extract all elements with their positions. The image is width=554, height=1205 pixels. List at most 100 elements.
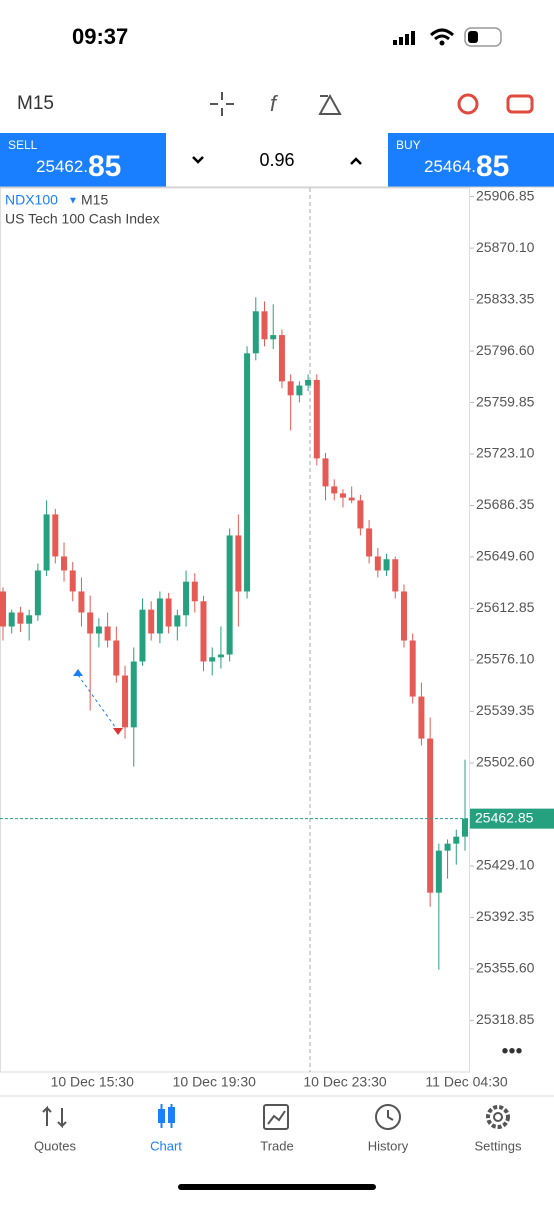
plot: 25906.85 25870.10 25833.35 25796.60 25759.85… (0, 187, 554, 1090)
candle-body (130, 661, 137, 728)
timeframe-button[interactable]: M15 (17, 93, 54, 114)
buy-big: 85 (476, 150, 509, 183)
candle-body (322, 458, 329, 487)
tab-bar: Quotes Chart Trade History Settings (34, 1138, 522, 1153)
sell-label: SELL (8, 138, 38, 152)
y-tick-label: 25392.35 (476, 908, 535, 924)
chart-timeframe: M15 (81, 192, 108, 208)
candle-body (191, 581, 198, 602)
candle-body (305, 379, 312, 386)
sell-price: 25462.85 (36, 150, 121, 183)
y-tick-label: 25576.10 (476, 651, 535, 667)
tab-label[interactable]: Chart (150, 1138, 182, 1153)
candle-body (435, 850, 442, 893)
sell-arrow (113, 728, 123, 735)
candle-body (278, 335, 285, 382)
svg-text:f: f (270, 91, 279, 116)
candle-body (418, 696, 425, 739)
buy-arrow (73, 669, 83, 676)
candle-body (331, 486, 338, 494)
candle-body (26, 615, 33, 624)
current-price-box (470, 808, 554, 829)
candle-body (34, 570, 41, 616)
status-time: 09:37 (72, 24, 128, 49)
y-tick-label: 25612.85 (476, 599, 535, 615)
tab-label[interactable]: Trade (260, 1138, 293, 1153)
subtitle: US Tech 100 Cash Index (5, 211, 160, 227)
y-tick-label: 25539.35 (476, 702, 535, 718)
candle-body (453, 836, 460, 844)
candle-body (444, 843, 451, 851)
home-indicator (178, 1184, 376, 1190)
candle-body (313, 379, 320, 459)
candle-body (52, 514, 59, 557)
sell-button[interactable] (0, 133, 166, 187)
candle-body (217, 654, 224, 658)
candle-body (392, 559, 399, 592)
symbol[interactable]: NDX100 (5, 192, 58, 208)
candle-body (200, 601, 207, 662)
candle-body (209, 657, 216, 662)
candle-body (113, 640, 120, 676)
candle-body (400, 591, 407, 641)
sell-main: 25462. (36, 157, 88, 176)
candle-body (104, 626, 111, 641)
y-tick-label: 25906.85 (476, 187, 535, 203)
y-tick-label: 25649.60 (476, 548, 535, 564)
candle-body (348, 497, 355, 501)
buy-button[interactable] (388, 133, 554, 187)
y-tick-label: 25355.60 (476, 960, 535, 976)
candle-body (235, 535, 242, 592)
x-tick-label: 10 Dec 19:30 (173, 1074, 256, 1090)
toolbar-icons[interactable]: f (210, 91, 534, 116)
y-tick-label: 25833.35 (476, 290, 535, 306)
candle-body (148, 609, 155, 634)
candle-body (339, 493, 346, 498)
more-button[interactable]: ••• (501, 1040, 522, 1062)
candle-body (226, 535, 233, 655)
candle-body (87, 612, 94, 634)
x-tick-label: 11 Dec 04:30 (425, 1074, 507, 1090)
candle-body (409, 640, 416, 697)
y-tick-label: 25796.60 (476, 342, 535, 358)
current-price-label: 25462.85 (475, 809, 534, 825)
candle-body (78, 591, 85, 613)
status-icons (393, 27, 502, 47)
y-tick-label: 25502.60 (476, 754, 535, 770)
volume-arrows[interactable] (192, 156, 362, 165)
spread: 0.96 (259, 150, 294, 170)
y-tick-label: 25686.35 (476, 496, 535, 512)
symbol-caret: ▼ (68, 196, 78, 207)
tab-icons[interactable] (42, 1104, 510, 1130)
trade-line (77, 674, 119, 732)
y-tick-label: 25723.10 (476, 445, 535, 461)
buy-label: BUY (396, 138, 421, 152)
candle-body (17, 612, 24, 624)
candle-body (383, 559, 390, 571)
candle-body (270, 335, 277, 340)
candle-body (139, 609, 146, 662)
candle-body (287, 381, 294, 396)
x-tick-label: 10 Dec 15:30 (51, 1074, 134, 1090)
candle-body (174, 615, 181, 627)
candle-body (357, 500, 364, 529)
tab-label[interactable]: Quotes (34, 1138, 76, 1153)
y-tick-label: 25870.10 (476, 239, 535, 255)
candle-body (61, 556, 68, 571)
tab-label[interactable]: History (368, 1138, 409, 1153)
candle-body (244, 353, 251, 592)
candle-body (261, 311, 268, 340)
candle-body (43, 514, 50, 571)
x-tick-label: 10 Dec 23:30 (303, 1074, 386, 1090)
candle-body (122, 675, 129, 728)
candle-body (183, 581, 190, 616)
buy-price: 25464.85 (424, 150, 509, 183)
tab-label[interactable]: Settings (475, 1138, 522, 1153)
candle-body (165, 598, 172, 627)
sell-big: 85 (88, 150, 121, 183)
candle-body (374, 556, 381, 571)
candle-body (462, 818, 468, 837)
chart-frame (0, 187, 470, 1073)
y-tick-label: 25759.85 (476, 393, 535, 409)
